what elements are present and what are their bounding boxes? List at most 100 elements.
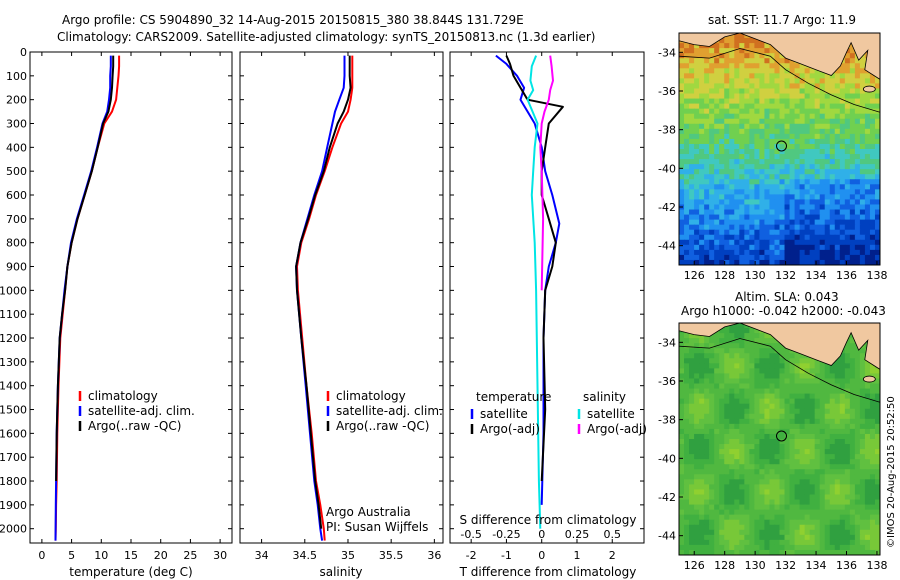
sst-cell [794,169,801,175]
sst-cell [854,63,861,69]
sst-cell [689,123,695,130]
sla-cell [774,449,781,455]
sst-cell [779,78,786,85]
sst-cell [744,128,750,135]
sst-cell [829,128,836,135]
sla-cell [694,489,700,496]
sst-cell [769,154,776,160]
sst-cell [719,174,725,180]
sst-cell [844,179,851,185]
sst-cell [804,219,811,226]
sla-cell [839,428,846,435]
sst-cell [864,159,871,165]
sla-cell [839,423,846,430]
sst-cell [779,204,786,211]
sla-cell [814,524,821,531]
sst-cell [754,254,761,261]
sla-cell [799,489,806,496]
map-lon-tick-label: 128 [714,269,735,282]
sla-cell [709,549,715,555]
sst-cell [779,214,786,221]
sst-cell [739,214,745,221]
sla-cell [754,403,761,410]
sst-cell [849,108,856,115]
sst-cell [839,219,846,226]
sla-cell [844,504,851,511]
sst-cell [729,78,735,85]
sst-cell [734,63,740,69]
sla-cell [704,484,710,491]
sla-cell [809,529,816,536]
sla-cell [739,353,745,359]
sla-cell [869,529,876,536]
sst-cell [874,98,880,105]
sst-cell [804,214,811,221]
sla-map-subtitle: Argo h1000: -0.042 h2000: -0.043 [681,304,886,318]
sst-cell [799,138,806,145]
sla-cell [719,413,725,420]
sla-cell [699,479,705,485]
sst-cell [854,83,861,90]
sla-cell [759,348,766,354]
sst-cell [744,88,750,95]
sst-cell [739,68,745,74]
sla-cell [799,519,806,526]
sst-cell [774,133,781,140]
sla-cell [769,398,776,405]
sla-cell [679,544,685,551]
sla-cell [794,353,801,359]
sla-cell [844,539,851,546]
sla-cell [724,454,730,460]
sla-cell [709,534,715,541]
sla-cell [679,484,685,491]
sst-cell [709,68,715,74]
sst-cell [734,159,740,165]
sla-cell [874,474,880,480]
sst-cell [799,133,806,140]
sla-cell [699,474,705,480]
sla-cell [784,549,791,555]
sst-cell [824,239,831,246]
sst-cell [854,164,861,170]
sla-cell [749,328,755,334]
salinity-xlabel: salinity [319,565,362,579]
sla-cell [689,484,695,491]
sla-cell [764,373,771,380]
sst-cell [824,184,831,190]
sla-cell [694,403,700,410]
sla-cell [854,444,861,450]
sla-cell [739,474,745,480]
sst-cell [689,78,695,85]
sst-cell [739,219,745,226]
sst-cell [854,108,861,115]
sst-cell [729,58,735,64]
sst-cell [829,194,836,201]
sst-cell [684,103,690,110]
sst-cell [774,138,781,145]
sst-cell [809,108,816,115]
sla-cell [849,519,856,526]
sst-cell [724,174,730,180]
sst-cell [864,239,871,246]
sla-cell [709,413,715,420]
sst-cell [719,194,725,201]
sla-cell [699,499,705,506]
sla-cell [749,423,755,430]
sla-cell [729,368,735,375]
sla-cell [729,474,735,480]
sst-cell [799,154,806,160]
sla-cell [749,343,755,349]
sla-cell [804,474,811,480]
sla-cell [764,338,771,344]
sla-cell [689,489,695,496]
sla-cell [809,479,816,485]
sla-cell [819,444,826,450]
sla-cell [714,489,720,496]
sla-cell [844,484,851,491]
sst-cell [679,58,685,64]
sla-cell [809,433,816,440]
sst-cell [779,179,786,185]
sst-cell [699,174,705,180]
sst-cell [784,244,791,251]
sst-cell [869,204,876,211]
